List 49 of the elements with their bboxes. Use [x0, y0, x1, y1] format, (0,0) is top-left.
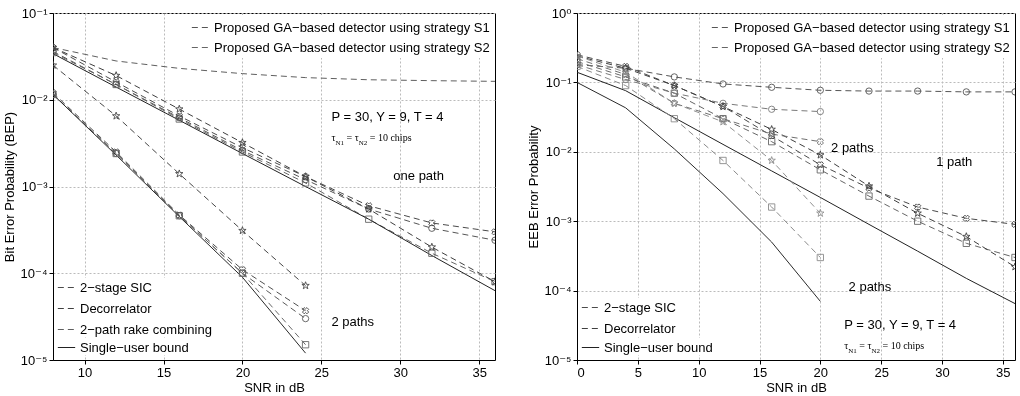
x-tick-label: 15: [752, 364, 768, 380]
legend-label: 2−stage SIC: [604, 299, 676, 315]
annotation: 2 paths: [331, 313, 375, 329]
annotation: one path: [393, 168, 444, 184]
y-tick-label: 10⁻¹: [545, 74, 573, 90]
x-tick-label: 20: [235, 364, 251, 380]
annotation: 2 paths: [848, 279, 892, 295]
x-tick-label: 10: [77, 364, 93, 380]
y-tick-label: 10⁻⁵: [20, 352, 48, 368]
annotation: τ$_{N1}$ = τ$_{N2}$ = 10 chips: [844, 340, 925, 356]
y-tick-label: 10⁻⁴: [20, 265, 48, 281]
legend-label: Decorrelator: [80, 300, 153, 316]
y-tick-label: 10⁻¹: [21, 5, 49, 21]
x-tick-label: 25: [314, 364, 330, 380]
annotation: 1 path: [936, 154, 973, 170]
legend-label: Proposed GA−based detector using strategy S2: [214, 39, 490, 55]
x-tick-label: 20: [813, 364, 829, 380]
y-axis-title: Bit Error Probability (BEP): [1, 111, 17, 263]
annotation: τ$_{N1}$ = τ$_{N2}$ = 10 chips: [331, 131, 412, 147]
legend-label: Single−user bound: [80, 339, 189, 355]
y-tick-label: 10⁻⁴: [544, 283, 572, 299]
legend-label: Proposed GA−based detector using strategy S2: [734, 39, 1010, 55]
y-tick-label: 10⁻⁵: [544, 352, 572, 368]
legend-label: Proposed GA−based detector using strategy S1: [214, 19, 490, 35]
y-tick-label: 10⁻³: [21, 179, 49, 194]
x-tick-label: 15: [156, 364, 172, 380]
x-axis-title: SNR in dB: [244, 379, 305, 395]
y-tick-label: 10⁻²: [21, 92, 49, 108]
y-tick-label: 10⁻²: [545, 144, 573, 160]
legend-label: Proposed GA−based detector using strategy S1: [734, 19, 1010, 35]
x-tick-label: 30: [935, 364, 950, 380]
x-tick-label: 35: [472, 364, 487, 380]
x-tick-label: 10: [691, 364, 707, 380]
legend-label: 2−stage SIC: [80, 279, 152, 295]
annotation: 2 paths: [831, 140, 875, 156]
y-axis-title: EEB Error Probability: [525, 125, 541, 249]
legend-label: Decorrelator: [604, 320, 677, 336]
annotation: P = 30, Y = 9, T = 4: [331, 109, 444, 125]
x-tick-label: 0: [577, 364, 585, 380]
y-tick-label: 10⁰: [551, 5, 572, 21]
x-tick-label: 25: [874, 364, 889, 380]
x-tick-label: 30: [393, 364, 409, 380]
x-tick-label: 35: [996, 364, 1011, 380]
y-tick-label: 10⁻³: [545, 213, 573, 229]
annotation: P = 30, Y = 9, T = 4: [844, 317, 957, 333]
x-axis-title: SNR in dB: [766, 379, 827, 395]
legend-label: 2−path rake combining: [80, 321, 212, 337]
legend-label: Single−user bound: [604, 339, 713, 355]
x-tick-label: 5: [634, 364, 642, 380]
